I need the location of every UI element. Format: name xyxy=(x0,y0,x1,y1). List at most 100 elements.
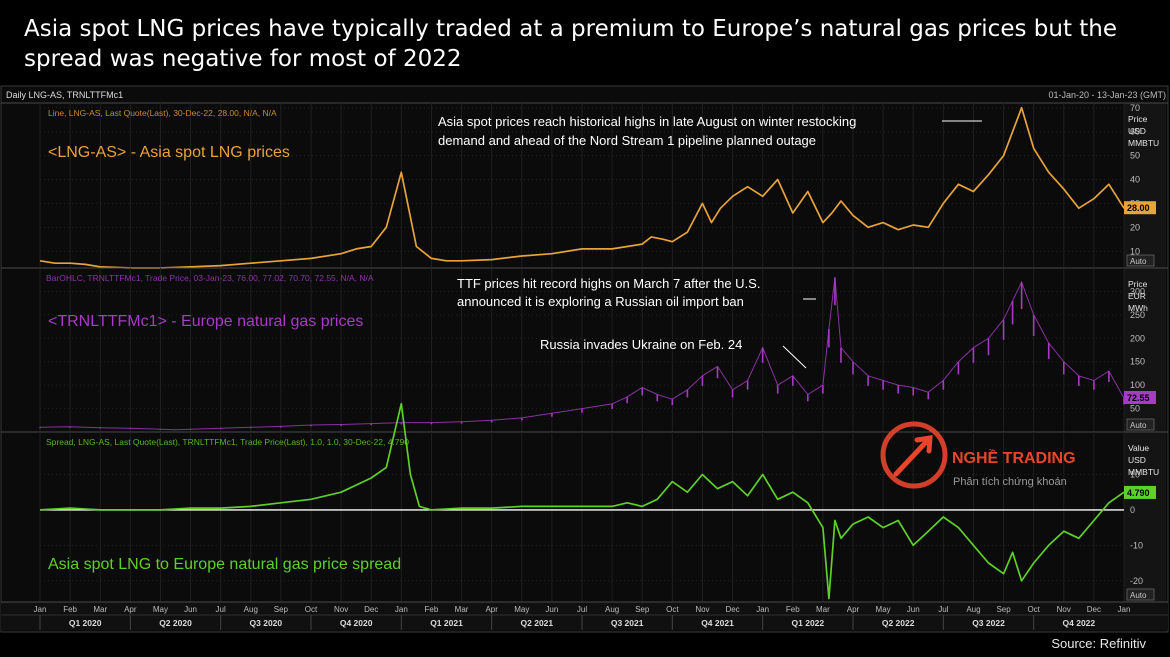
x-tick-quarter: Q1 2022 xyxy=(792,618,825,628)
x-tick-quarter: Q2 2021 xyxy=(521,618,554,628)
watermark-logo-ring xyxy=(880,421,948,489)
watermark: NGHỀ TRADING Phân tích chứng khoán xyxy=(880,421,1076,489)
y-tick-label: -20 xyxy=(1130,576,1143,586)
y-unit-label: USD xyxy=(1128,455,1146,465)
watermark-logo-arrow-2 xyxy=(899,449,920,470)
y-tick-label: 0 xyxy=(1130,505,1135,515)
watermark-brand: NGHỀ TRADING xyxy=(952,448,1076,467)
headline: Asia spot LNG prices have typically trad… xyxy=(24,16,1118,72)
y-tick-label: 200 xyxy=(1130,333,1145,343)
x-tick-quarter: Q1 2020 xyxy=(69,618,102,628)
y-unit-label: EUR xyxy=(1128,291,1146,301)
y-tick-label: 100 xyxy=(1130,380,1145,390)
x-tick-month: Jun xyxy=(545,605,558,614)
panel-asia: 10203040506070PriceUSDMMBTUAutoLine, LNG… xyxy=(1,102,1168,269)
x-tick-month: Jun xyxy=(907,605,920,614)
series-line-europe xyxy=(39,277,1125,431)
x-tick-month: Sep xyxy=(274,605,289,614)
y-tick-label: 40 xyxy=(1130,175,1140,185)
series-title: <TRNLTTFMc1> - Europe natural gas prices xyxy=(48,313,363,330)
last-value-flag xyxy=(1124,485,1156,499)
x-axis: Jan Feb Mar Apr May Jun Jul Aug Sep Oct Nov Dec Jan F… xyxy=(1,601,1168,630)
x-tick-month: Nov xyxy=(334,605,348,614)
x-tick-month: Nov xyxy=(695,605,709,614)
series-title: Asia spot LNG to Europe natural gas pric… xyxy=(48,556,401,573)
annotation-text: TTF prices hit record highs on March 7 a… xyxy=(457,276,760,291)
auto-box xyxy=(1126,588,1155,601)
y-tick-label: 10 xyxy=(1130,470,1140,480)
x-tick-month: May xyxy=(514,605,529,614)
annotation-text: Asia spot prices reach historical highs … xyxy=(438,114,856,129)
last-value-label: 72.55 xyxy=(1127,393,1150,403)
x-tick-month: Mar xyxy=(816,605,830,614)
x-tick-month: Mar xyxy=(455,605,469,614)
x-tick-month: Sep xyxy=(635,605,650,614)
x-tick-month: Dec xyxy=(1087,605,1101,614)
chart-panels: 10203040506070PriceUSDMMBTUAutoLine, LNG… xyxy=(1,102,1168,602)
x-tick-month: Feb xyxy=(63,605,77,614)
x-tick-month: Oct xyxy=(666,605,679,614)
x-tick-quarter: Q4 2020 xyxy=(340,618,373,628)
y-tick-label: -10 xyxy=(1130,540,1143,550)
x-tick-quarter: Q3 2021 xyxy=(611,618,644,628)
legend-info: Spread, LNG-AS, Last Quote(Last), TRNLTT… xyxy=(46,437,409,447)
x-tick-month: Apr xyxy=(485,605,498,614)
y-tick-label: 50 xyxy=(1130,151,1140,161)
x-tick-month: Jan xyxy=(1118,605,1131,614)
x-tick-month: Aug xyxy=(966,605,980,614)
y-tick-label: 20 xyxy=(1130,222,1140,232)
y-tick-label: 50 xyxy=(1130,404,1140,414)
x-tick-month: Jun xyxy=(184,605,197,614)
x-tick-quarter: Q3 2020 xyxy=(250,618,283,628)
series-title: <LNG-AS> - Asia spot LNG prices xyxy=(48,144,290,161)
annotation-text: Russia invades Ukraine on Feb. 24 xyxy=(540,337,742,352)
last-value-flag xyxy=(1124,391,1156,405)
auto-label: Auto xyxy=(1130,257,1147,266)
y-tick-label: 300 xyxy=(1130,286,1145,296)
auto-box xyxy=(1126,418,1155,431)
legend-info: Line, LNG-AS, Last Quote(Last), 30-Dec-2… xyxy=(48,108,277,118)
y-unit-label: Price xyxy=(1128,279,1148,289)
terminal-header-right: 01-Jan-20 - 13-Jan-23 (GMT) xyxy=(1048,90,1166,100)
y-tick-label: 150 xyxy=(1130,357,1145,367)
x-tick-month: Aug xyxy=(605,605,619,614)
source-note: Source: Refinitiv xyxy=(1051,636,1146,651)
x-tick-month: Oct xyxy=(305,605,318,614)
x-tick-month: Jan xyxy=(34,605,47,614)
auto-box xyxy=(1126,254,1155,267)
last-value-label: 28.00 xyxy=(1127,203,1150,213)
x-tick-quarter: Q2 2020 xyxy=(159,618,192,628)
series-line-asia xyxy=(39,106,1125,269)
x-tick-month: Feb xyxy=(425,605,439,614)
annotation-leader xyxy=(782,345,807,369)
x-tick-month: Apr xyxy=(124,605,137,614)
x-tick-month: Sep xyxy=(996,605,1011,614)
last-value-label: 4.790 xyxy=(1127,488,1150,498)
y-tick-label: 60 xyxy=(1130,127,1140,137)
y-unit-label: MMBTU xyxy=(1128,467,1159,477)
watermark-tagline: Phân tích chứng khoán xyxy=(953,476,1067,488)
auto-label: Auto xyxy=(1130,421,1147,430)
y-unit-label: MWh xyxy=(1128,303,1148,313)
x-tick-month: Oct xyxy=(1027,605,1040,614)
legend-info: BarOHLC, TRNLTTFMc1, Trade Price, 03-Jan… xyxy=(46,273,374,283)
y-unit-label: Price xyxy=(1128,114,1148,124)
last-value-flag xyxy=(1124,201,1156,215)
x-tick-month: Jul xyxy=(938,605,948,614)
annotation-text: announced it is exploring a Russian oil … xyxy=(457,294,744,309)
y-tick-label: 250 xyxy=(1130,310,1145,320)
terminal-header-left: Daily LNG-AS, TRNLTTFMc1 xyxy=(6,90,123,100)
panel-spread: -20 -10 0 10 Value USD MMBTU Auto Spread, LNG-AS… xyxy=(1,402,1168,602)
x-tick-quarter: Q2 2022 xyxy=(882,618,915,628)
y-unit-label: USD xyxy=(1128,126,1146,136)
y-tick-label: 70 xyxy=(1130,103,1140,113)
x-tick-month: Jan xyxy=(756,605,769,614)
x-tick-quarter: Q3 2022 xyxy=(972,618,1005,628)
x-tick-month: Mar xyxy=(93,605,107,614)
x-tick-quarter: Q4 2022 xyxy=(1063,618,1096,628)
x-tick-month: Dec xyxy=(364,605,378,614)
annotation-text: demand and ahead of the Nord Stream 1 pi… xyxy=(438,133,816,148)
x-axis-band xyxy=(1,602,1168,630)
x-tick-month: Nov xyxy=(1057,605,1071,614)
